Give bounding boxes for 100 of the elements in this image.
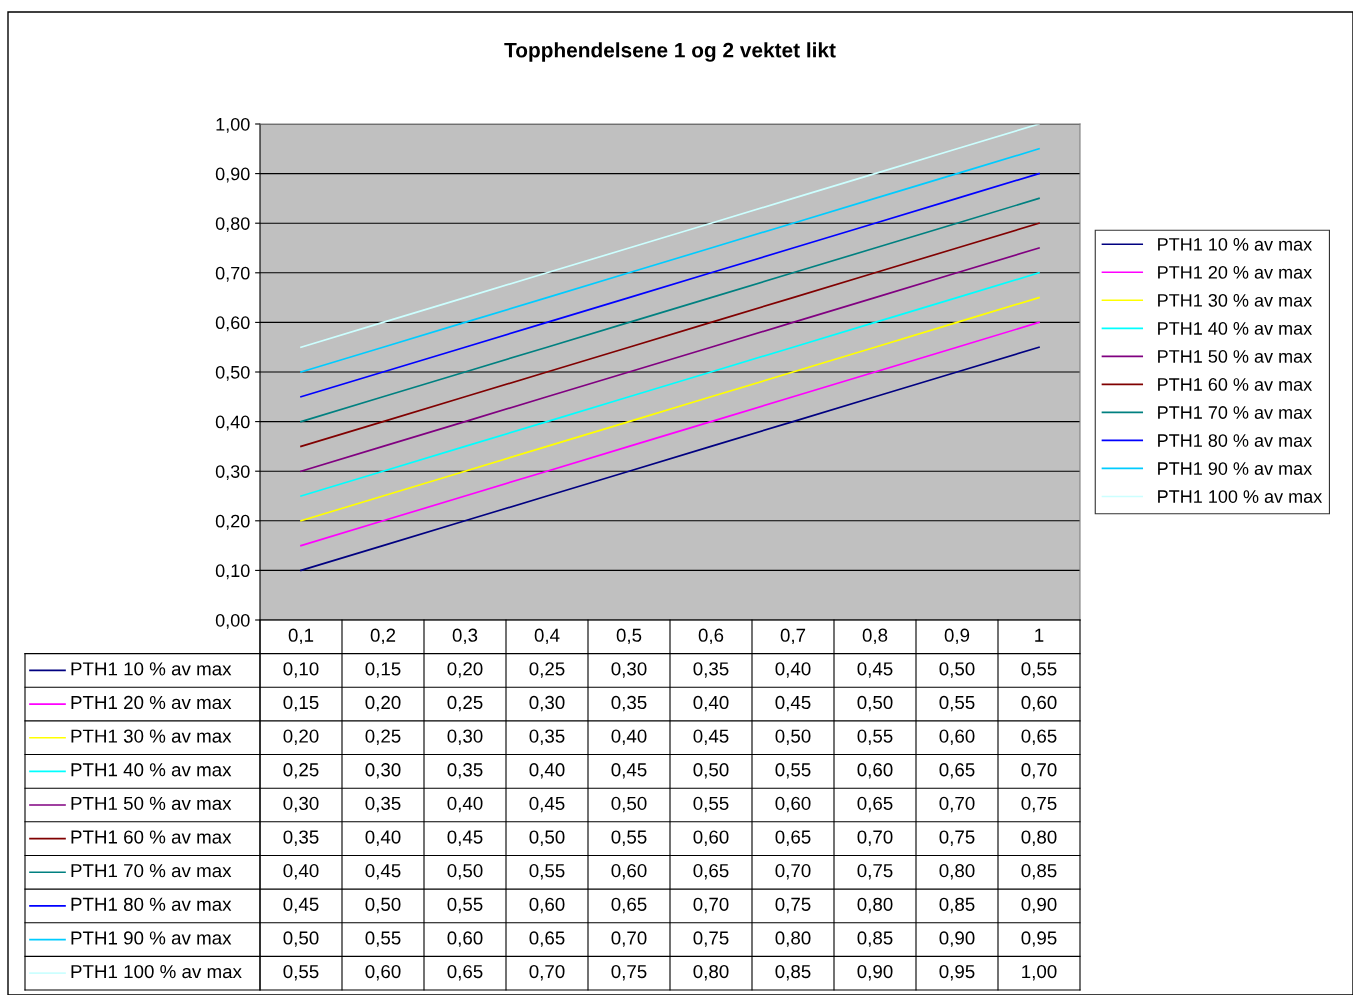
data-label: 0,55 bbox=[365, 931, 401, 947]
data-label: 0,30 bbox=[529, 695, 565, 712]
data-label: 0,90 bbox=[1021, 897, 1057, 914]
data-label: 0,65 bbox=[529, 931, 565, 947]
data-label: 0,70 bbox=[693, 897, 729, 914]
y-tick-label: 0,60 bbox=[215, 316, 250, 332]
data-label: 0,40 bbox=[693, 695, 729, 712]
x-tick-label: 0,2 bbox=[370, 628, 396, 645]
x-tick-label: 0,1 bbox=[288, 628, 314, 645]
data-label: 0,95 bbox=[939, 964, 975, 981]
legend-label: PTH1 60 % av max bbox=[1158, 378, 1312, 391]
text: PTH1 50 % av max bbox=[71, 796, 232, 811]
data-label: 0,40 bbox=[775, 662, 811, 678]
x-tick-label: 0,6 bbox=[698, 628, 724, 645]
data-label: 0,45 bbox=[611, 763, 647, 779]
chart-title: Topphendelsene 1 og 2 vektet likt bbox=[504, 42, 836, 62]
data-label: 0,35 bbox=[693, 662, 729, 678]
legend-label: PTH1 90 % av max bbox=[1158, 462, 1312, 475]
data-label: 0,45 bbox=[529, 796, 565, 813]
data-label: 0,55 bbox=[693, 796, 729, 813]
y-tick-label: 0,30 bbox=[215, 465, 250, 481]
data-label: 0,55 bbox=[611, 830, 647, 846]
data-label: 0,80 bbox=[693, 964, 729, 981]
data-label: 0,50 bbox=[693, 763, 729, 779]
data-label: 0,45 bbox=[447, 830, 483, 846]
data-label: 0,55 bbox=[447, 897, 483, 914]
data-label: 0,95 bbox=[1021, 931, 1057, 947]
data-label: 0,40 bbox=[529, 763, 565, 779]
y-tick-label: 0,90 bbox=[215, 167, 250, 183]
data-label: 0,50 bbox=[365, 897, 401, 914]
data-label: 0,65 bbox=[857, 796, 893, 813]
data-label: 0,75 bbox=[775, 897, 811, 914]
data-label: 0,55 bbox=[939, 695, 975, 712]
y-tick-label: 0,80 bbox=[215, 217, 250, 233]
data-label: 0,60 bbox=[857, 763, 893, 779]
data-label: 0,25 bbox=[365, 729, 401, 745]
legend-label: PTH1 50 % av max bbox=[1158, 350, 1312, 363]
data-label: 0,35 bbox=[283, 830, 319, 846]
y-tick-label: 0,70 bbox=[215, 266, 250, 282]
data-label: 0,70 bbox=[1021, 763, 1057, 779]
data-label: 0,15 bbox=[365, 662, 401, 678]
data-label: 0,70 bbox=[529, 964, 565, 981]
y-tick-label: 0,00 bbox=[215, 613, 250, 629]
data-label: 0,80 bbox=[939, 864, 975, 880]
data-label: 0,60 bbox=[447, 931, 483, 947]
line-series bbox=[300, 321, 1040, 547]
legend-label: PTH1 10 % av max bbox=[71, 662, 232, 676]
text: PTH1 30 % av max bbox=[71, 729, 232, 743]
text: PTH1 90 % av max bbox=[71, 931, 232, 945]
data-label: 0,75 bbox=[1021, 796, 1057, 813]
data-label: 0,50 bbox=[939, 662, 975, 678]
y-tick-label: 0,50 bbox=[215, 365, 250, 381]
data-label: 0,35 bbox=[611, 695, 647, 712]
data-label: 0,70 bbox=[611, 931, 647, 947]
data-label: 0,35 bbox=[365, 796, 401, 813]
data-label: 0,45 bbox=[857, 662, 893, 678]
data-label: 0,70 bbox=[939, 796, 975, 813]
text: PTH1 100 % av max bbox=[71, 964, 242, 979]
legend-label: PTH1 30 % av max bbox=[1158, 294, 1312, 307]
data-label: 0,60 bbox=[775, 796, 811, 813]
data-label: 0,30 bbox=[447, 729, 483, 745]
text: PTH1 60 % av max bbox=[71, 830, 232, 844]
data-label: 0,50 bbox=[529, 830, 565, 846]
data-label: 0,15 bbox=[283, 695, 319, 712]
data-label: 0,35 bbox=[529, 729, 565, 745]
line-series bbox=[300, 222, 1040, 448]
x-tick-label: 0,5 bbox=[616, 628, 642, 645]
data-label: 0,50 bbox=[283, 931, 319, 947]
data-label: 0,30 bbox=[365, 763, 401, 779]
data-label: 0,60 bbox=[365, 964, 401, 981]
x-tick-label: 0,8 bbox=[862, 628, 888, 645]
data-label: 0,65 bbox=[1021, 729, 1057, 745]
text: PTH1 20 % av max bbox=[71, 695, 232, 710]
line-series bbox=[300, 346, 1040, 572]
data-label: 0,35 bbox=[447, 763, 483, 779]
data-label: 0,20 bbox=[365, 695, 401, 712]
data-label: 0,40 bbox=[611, 729, 647, 745]
text: PTH1 70 % av max bbox=[71, 864, 232, 878]
data-label: 0,45 bbox=[693, 729, 729, 745]
text: PTH1 40 % av max bbox=[71, 763, 232, 777]
y-tick-label: 0,10 bbox=[215, 564, 250, 580]
data-label: 0,55 bbox=[1021, 662, 1057, 678]
data-label: 0,45 bbox=[283, 897, 319, 914]
data-label: 0,25 bbox=[447, 695, 483, 712]
data-label: 0,80 bbox=[1021, 830, 1057, 846]
line-series bbox=[300, 147, 1040, 373]
data-label: 0,85 bbox=[857, 931, 893, 947]
y-tick-label: 0,40 bbox=[215, 415, 250, 431]
data-label: 0,55 bbox=[283, 964, 319, 981]
data-label: 0,10 bbox=[283, 662, 319, 678]
y-tick-label: 1,00 bbox=[216, 117, 250, 133]
data-label: 0,50 bbox=[857, 695, 893, 712]
x-tick-label: 0,3 bbox=[452, 628, 478, 645]
data-label: 0,30 bbox=[283, 796, 319, 813]
data-label: 0,75 bbox=[939, 830, 975, 846]
line-series bbox=[300, 124, 1040, 349]
data-label: 0,55 bbox=[775, 763, 811, 779]
data-label: 0,80 bbox=[775, 931, 811, 947]
data-label: 0,90 bbox=[857, 964, 893, 981]
data-label: 0,70 bbox=[857, 830, 893, 846]
